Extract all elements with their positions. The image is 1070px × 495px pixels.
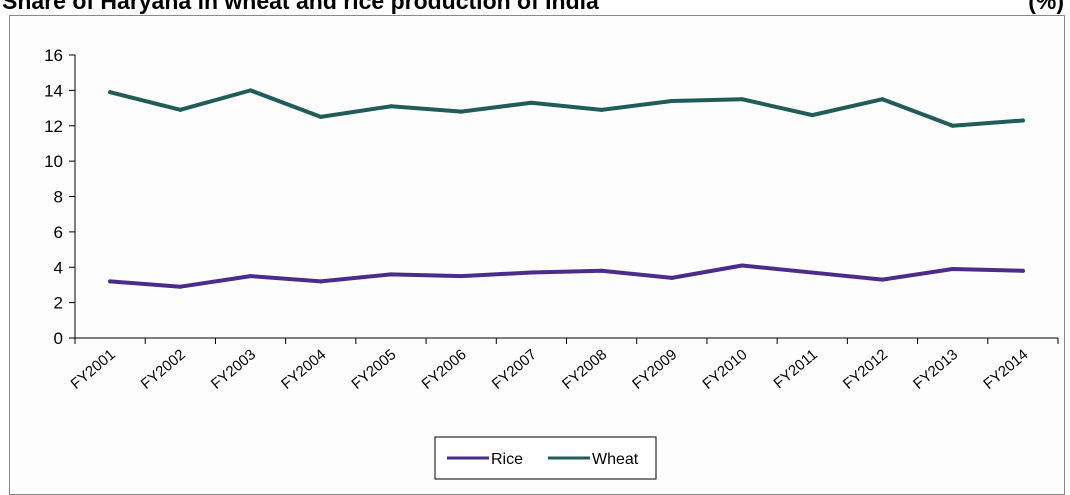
data-point-rice	[248, 274, 253, 279]
y-tick-label: 0	[54, 329, 63, 348]
data-point-rice	[950, 267, 955, 272]
data-point-rice	[1020, 268, 1025, 273]
y-tick-label: 2	[54, 294, 63, 313]
series-lines	[108, 88, 1025, 289]
data-point-wheat	[950, 123, 955, 128]
data-point-rice	[108, 279, 113, 284]
data-point-wheat	[740, 97, 745, 102]
data-point-rice	[178, 284, 183, 289]
y-tick-label: 14	[44, 81, 63, 100]
x-tick-label: FY2008	[559, 346, 610, 393]
data-point-wheat	[248, 88, 253, 93]
y-tick-label: 10	[44, 152, 63, 171]
data-point-wheat	[108, 90, 113, 95]
chart-frame	[9, 15, 1065, 495]
data-point-rice	[810, 270, 815, 275]
x-tick-label: FY2005	[348, 346, 399, 393]
data-point-wheat	[599, 107, 604, 112]
y-tick-label: 4	[54, 258, 63, 277]
x-tick-label: FY2014	[980, 346, 1031, 393]
legend-box	[434, 436, 657, 480]
data-point-rice	[740, 263, 745, 268]
series-line-wheat	[108, 88, 1025, 128]
x-tick-label: FY2009	[629, 346, 680, 393]
data-point-wheat	[880, 97, 885, 102]
x-tick-label: FY2010	[699, 346, 750, 393]
legend-label-rice: Rice	[491, 451, 523, 468]
x-tick-label: FY2001	[67, 346, 118, 393]
data-point-wheat	[178, 107, 183, 112]
series-line-rice	[108, 263, 1025, 289]
y-tick-label: 16	[44, 46, 63, 65]
x-tick-label: FY2003	[208, 346, 259, 393]
chart-unit: (%)	[1028, 0, 1064, 14]
data-point-wheat	[810, 113, 815, 118]
y-tick-label: 8	[54, 188, 63, 207]
data-point-wheat	[318, 114, 323, 119]
x-tick-label: FY2002	[138, 346, 189, 393]
x-tick-label: FY2012	[840, 346, 891, 393]
chart-title: Share of Haryana in wheat and rice produ…	[2, 0, 599, 14]
x-axis: FY2001 FY2002 FY2003 FY2004 FY2005 FY2006 FY20…	[67, 337, 1059, 393]
data-point-wheat	[669, 98, 674, 103]
data-point-rice	[388, 272, 393, 277]
x-tick-label: FY2011	[770, 346, 820, 392]
data-point-rice	[669, 275, 674, 280]
legend: Rice Wheat	[434, 436, 657, 480]
data-point-rice	[880, 277, 885, 282]
x-tick-label: FY2006	[419, 346, 470, 393]
data-point-rice	[599, 268, 604, 273]
y-tick-label: 6	[54, 223, 63, 242]
data-point-rice	[529, 270, 534, 275]
data-point-wheat	[388, 104, 393, 109]
x-tick-label: FY2013	[910, 346, 961, 393]
data-point-wheat	[1020, 118, 1025, 123]
x-tick-label: FY2007	[489, 346, 540, 393]
x-tick-label: FY2004	[278, 346, 329, 393]
data-point-rice	[459, 274, 464, 279]
legend-label-wheat: Wheat	[592, 451, 639, 468]
y-tick-label: 12	[44, 117, 63, 136]
data-point-wheat	[459, 109, 464, 114]
data-point-wheat	[529, 100, 534, 105]
data-point-rice	[318, 279, 323, 284]
y-axis: 0 2 4 6 8 10 12 14 16	[44, 46, 76, 348]
